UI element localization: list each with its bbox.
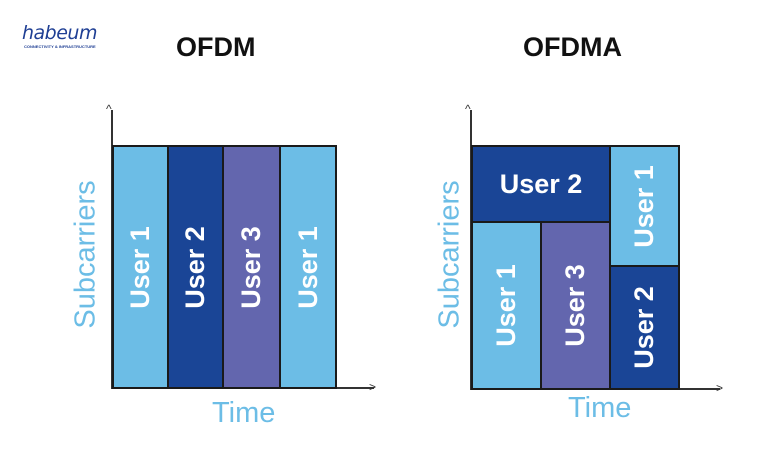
- ofdma-x-arrow-icon: >: [716, 381, 724, 395]
- ofdma-block-user2-top: User 2: [471, 145, 611, 223]
- ofdm-x-label: Time: [212, 397, 276, 429]
- ofdma-y-arrow-icon: ^: [465, 102, 471, 116]
- ofdma-x-label: Time: [568, 392, 632, 424]
- ofdm-block-user1: User 1: [112, 145, 169, 389]
- ofdm-block-user2: User 2: [167, 145, 224, 389]
- ofdma-block-user1: User 1: [471, 221, 542, 390]
- ofdma-block-user1-right: User 1: [609, 145, 680, 267]
- logo-tagline: CONNECTIVITY & INFRASTRUCTURE: [24, 44, 96, 49]
- ofdma-y-label: Subcarriers: [433, 180, 466, 329]
- ofdm-block-user1-b: User 1: [279, 145, 337, 389]
- logo-wordmark: habeum: [22, 22, 98, 44]
- ofdm-x-arrow-icon: >: [369, 380, 377, 394]
- ofdma-block-user3: User 3: [540, 221, 611, 390]
- habeum-logo: habeum CONNECTIVITY & INFRASTRUCTURE: [18, 22, 118, 52]
- ofdm-title: OFDM: [176, 32, 256, 62]
- ofdma-block-user2-bottom: User 2: [609, 265, 680, 390]
- ofdma-title: OFDMA: [523, 32, 622, 62]
- ofdm-block-user3: User 3: [222, 145, 281, 389]
- ofdm-y-arrow-icon: ^: [106, 102, 112, 116]
- ofdm-y-label: Subcarriers: [69, 180, 102, 329]
